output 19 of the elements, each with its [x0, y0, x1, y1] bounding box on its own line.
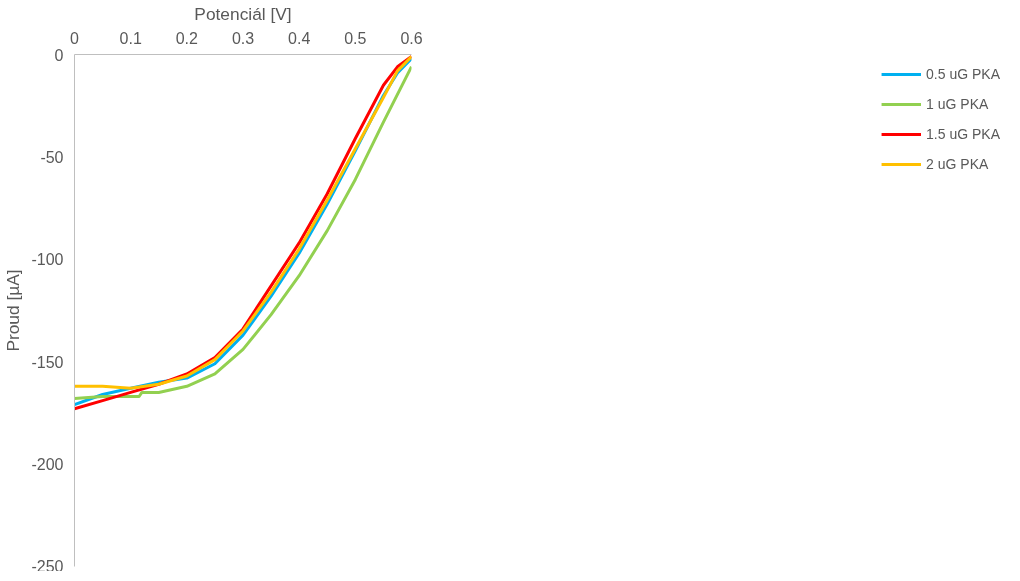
y-tick-label: -200 — [31, 456, 64, 474]
x-tick-label: 0.3 — [231, 29, 255, 47]
legend-label: 1 uG PKA — [926, 96, 989, 112]
x-axis-title: Potenciál [V] — [194, 3, 292, 24]
legend-label: 1.5 uG PKA — [926, 126, 1000, 142]
x-tick-label: 0.1 — [119, 29, 142, 47]
legend-label: 2 uG PKA — [926, 156, 989, 172]
y-tick-label: -100 — [31, 251, 64, 269]
y-tick-label: -250 — [31, 557, 64, 575]
y-tick-label: -150 — [31, 353, 64, 371]
y-tick-label: -50 — [40, 148, 64, 166]
x-tick-label: 0.6 — [400, 29, 423, 47]
x-tick-label: 0.5 — [344, 29, 367, 47]
y-axis-title: Proud [µA] — [3, 269, 24, 352]
x-tick-label: 0 — [70, 29, 80, 47]
legend-label: 0.5 uG PKA — [926, 66, 1000, 82]
x-tick-label: 0.2 — [175, 29, 199, 47]
x-tick-label: 0.4 — [288, 29, 311, 47]
y-tick-label: 0 — [54, 46, 64, 64]
